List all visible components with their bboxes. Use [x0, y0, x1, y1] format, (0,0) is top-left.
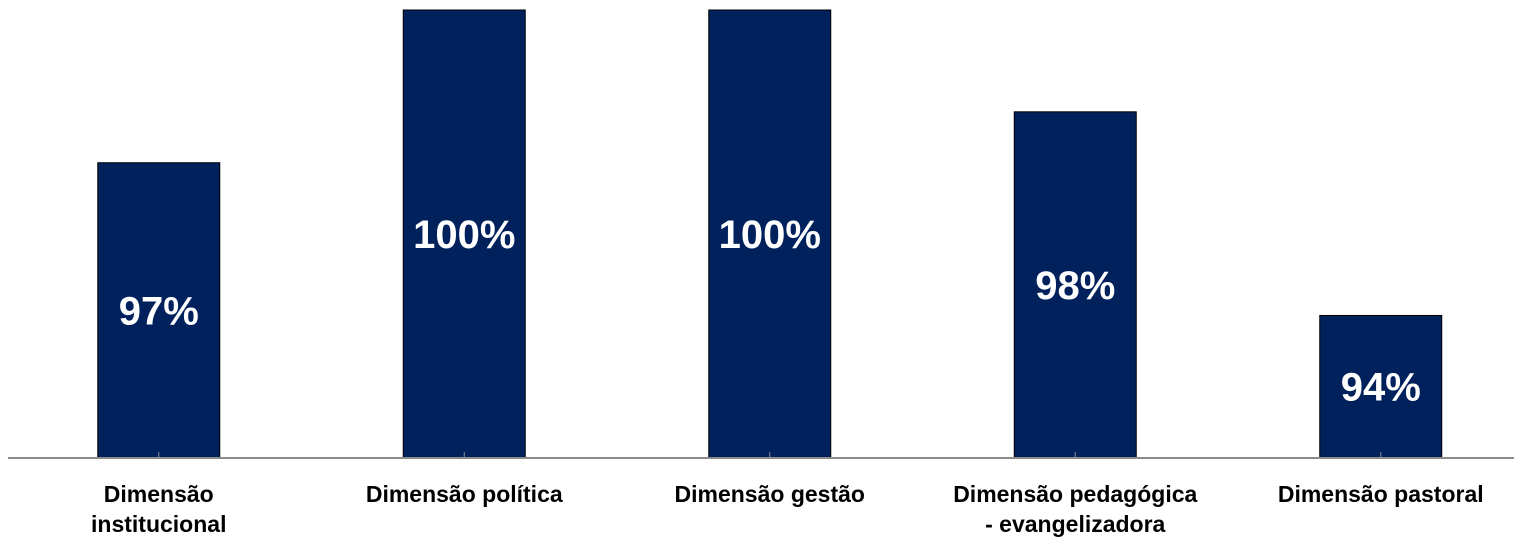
data-label-5: 94% [1341, 366, 1421, 410]
category-label-line: Dimensão pastoral [1278, 481, 1484, 507]
bars-group [97, 9, 1443, 459]
category-label-3: Dimensão gestão [675, 481, 865, 507]
bar-2 [402, 9, 526, 459]
category-label-2: Dimensão política [366, 481, 563, 507]
bar-5 [1319, 314, 1443, 459]
category-label-line: Dimensão política [366, 481, 563, 507]
category-label-5: Dimensão pastoral [1278, 481, 1484, 507]
category-labels-group: Dimensão institucional Dimensão política Di… [91, 481, 1484, 537]
category-label-line: Dimensão pedagógica [953, 481, 1197, 507]
bar-1 [97, 162, 221, 459]
bar-3 [708, 9, 832, 459]
data-label-2: 100% [413, 213, 515, 257]
category-label-line: Dimensão [104, 481, 214, 507]
data-label-4: 98% [1035, 264, 1115, 308]
data-label-3: 100% [719, 213, 821, 257]
bar-4 [1013, 111, 1137, 459]
category-label-1: Dimensão institucional [91, 481, 226, 537]
data-label-1: 97% [119, 289, 199, 333]
category-label-line: institucional [91, 511, 226, 537]
data-labels-group: 97% 100% 100% 98% 94% [119, 213, 1421, 410]
x-axis-ticks [158, 452, 1382, 458]
category-label-4: Dimensão pedagógica - evangelizadora [953, 481, 1197, 537]
category-label-line: Dimensão gestão [675, 481, 865, 507]
category-label-line: - evangelizadora [985, 511, 1165, 537]
